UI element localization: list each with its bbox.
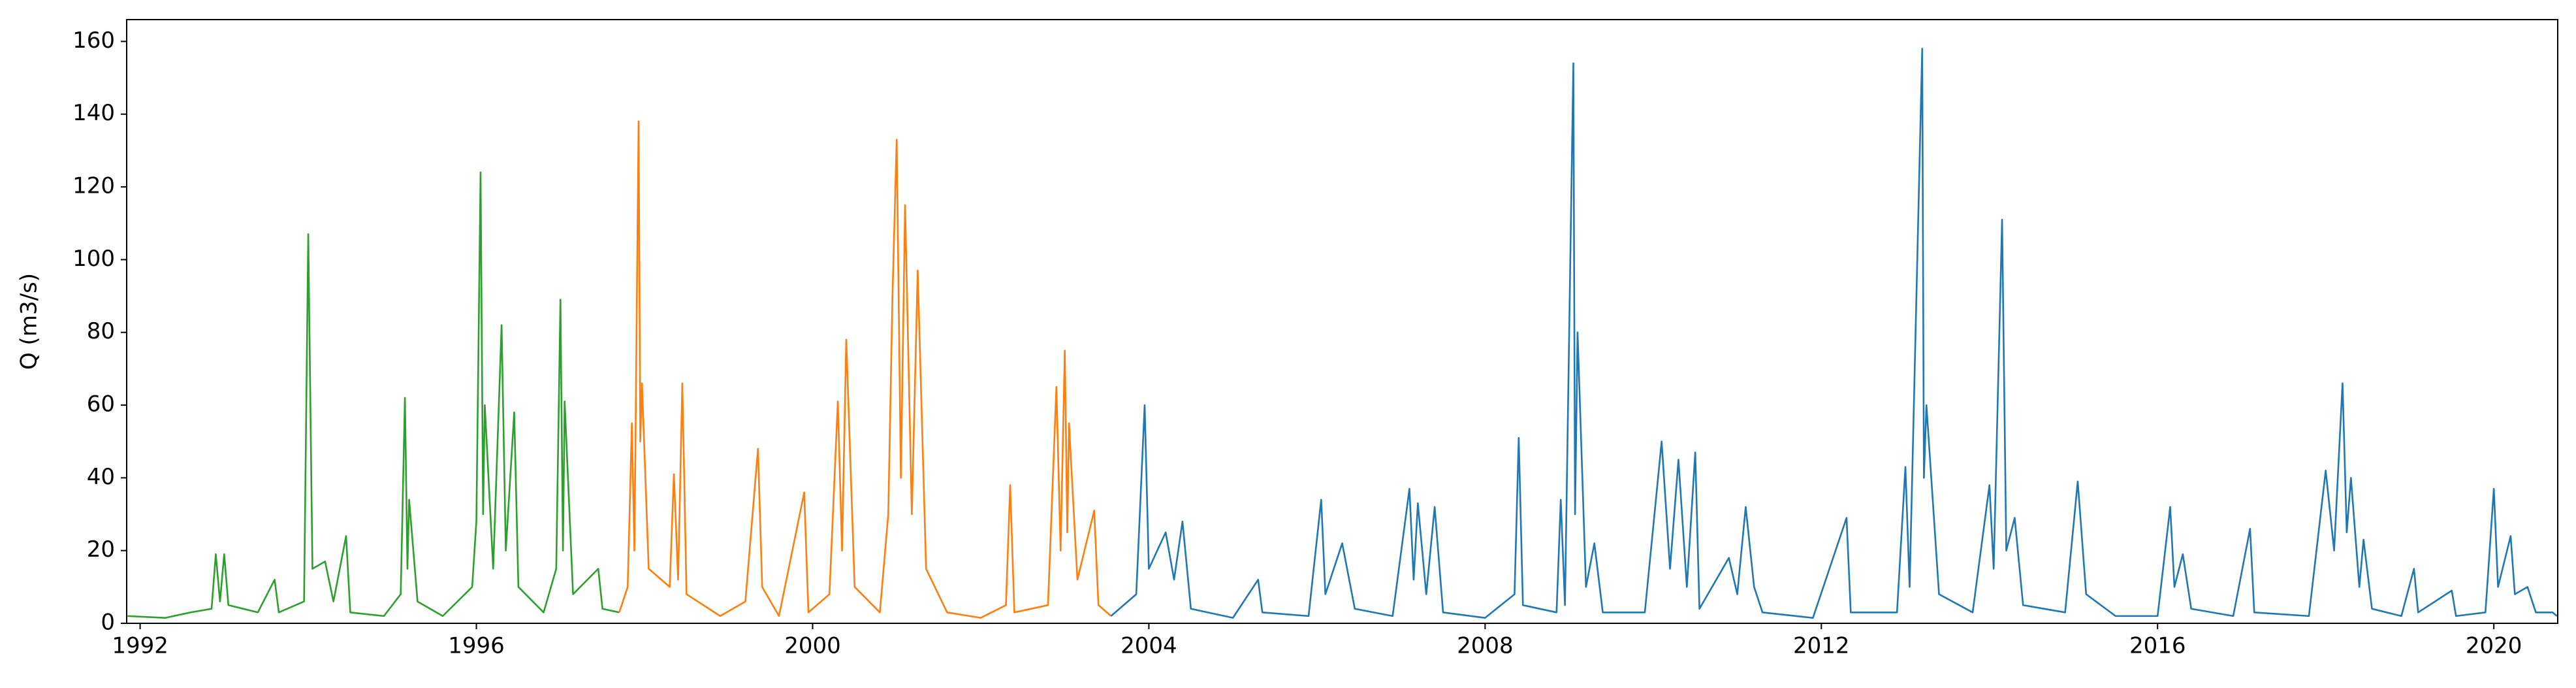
x-tick-label: 1996: [448, 633, 505, 659]
plot-frame: [126, 19, 2558, 624]
x-tick-label: 2000: [784, 633, 841, 659]
x-tick-label: 2008: [1457, 633, 1514, 659]
y-tick-label: 0: [101, 610, 115, 636]
y-tick-label: 80: [87, 318, 115, 344]
series-line: [618, 120, 1112, 619]
x-tick-label: 2012: [1793, 633, 1850, 659]
y-tick-label: 60: [87, 391, 115, 418]
y-tick-label: 140: [72, 100, 115, 126]
x-tick-label: 2020: [2466, 633, 2522, 659]
y-tick-label: 40: [87, 464, 115, 490]
y-axis-label: Q (m3/s): [16, 273, 42, 370]
x-tick-label: 2004: [1121, 633, 1177, 659]
x-tick-label: 2016: [2129, 633, 2186, 659]
series-line: [1110, 48, 2558, 619]
y-tick-label: 160: [72, 27, 115, 54]
y-tick-label: 20: [87, 536, 115, 563]
y-tick-label: 100: [72, 246, 115, 272]
y-tick-label: 120: [72, 173, 115, 199]
x-tick-label: 1992: [112, 633, 168, 659]
series-line: [127, 171, 620, 619]
